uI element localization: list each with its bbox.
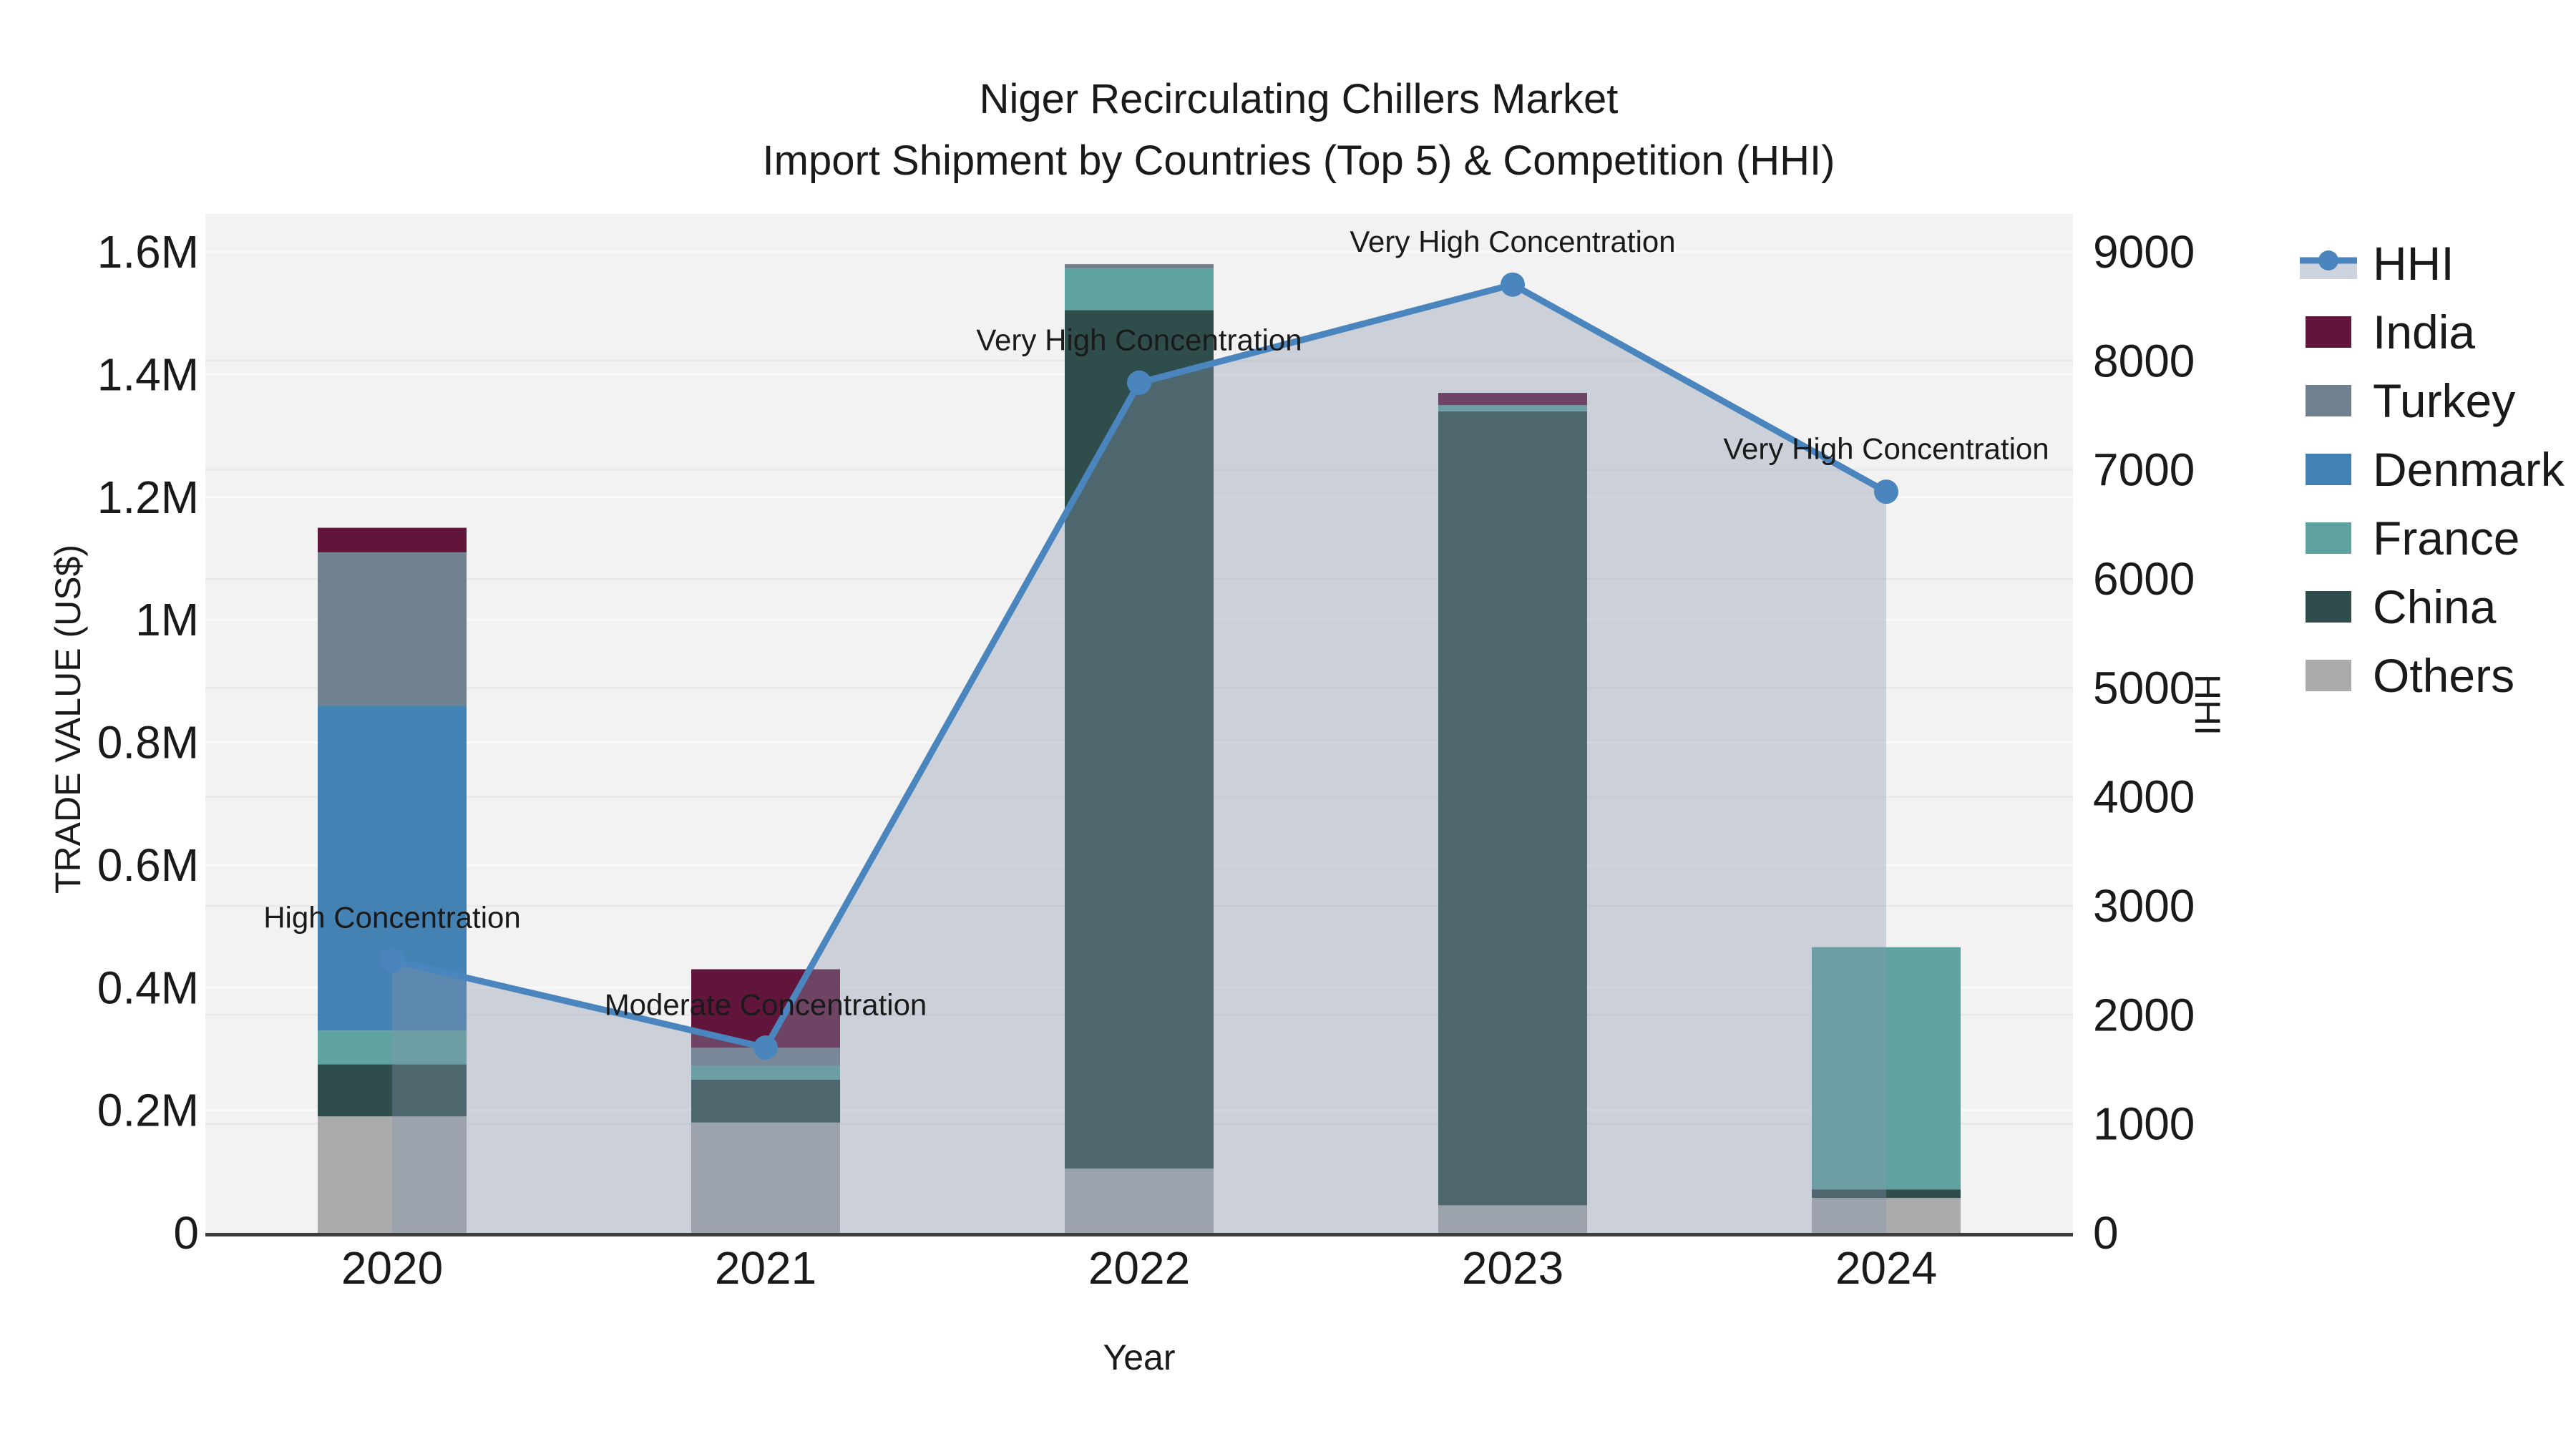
y-tick-right-6000: 6000 bbox=[2093, 553, 2195, 605]
bar-segment-2024-others bbox=[1812, 1198, 1961, 1233]
legend-item-india: India bbox=[2306, 306, 2475, 358]
legend-hhi-marker-swatch bbox=[2318, 250, 2338, 270]
annotation-2022: Very High Concentration bbox=[976, 323, 1302, 356]
legend-item-china: China bbox=[2306, 580, 2497, 633]
y-axis-title-right: HHI bbox=[2187, 674, 2228, 736]
bar-segment-2021-others bbox=[691, 1122, 840, 1233]
legend-label-hhi: HHI bbox=[2373, 237, 2454, 290]
legend-item-hhi: HHI bbox=[2300, 237, 2454, 290]
bar-segment-2023-india bbox=[1438, 393, 1587, 406]
y-axis-title-left: TRADE VALUE (US$) bbox=[48, 545, 88, 894]
bar-segment-2020-denmark bbox=[318, 706, 467, 1031]
y-tick-right-9000: 9000 bbox=[2093, 226, 2195, 278]
legend-item-turkey: Turkey bbox=[2306, 374, 2515, 427]
y-tick-left-1.6M: 1.6M bbox=[97, 226, 199, 278]
x-tick-2023: 2023 bbox=[1462, 1242, 1563, 1294]
legend-item-denmark: Denmark bbox=[2306, 443, 2565, 496]
y-tick-right-5000: 5000 bbox=[2093, 662, 2195, 713]
x-tick-2020: 2020 bbox=[341, 1242, 443, 1294]
y-tick-right-4000: 4000 bbox=[2093, 771, 2195, 823]
y-tick-left-0.8M: 0.8M bbox=[97, 717, 199, 769]
y-tick-right-3000: 3000 bbox=[2093, 880, 2195, 932]
hhi-marker-2023 bbox=[1501, 272, 1525, 297]
legend-swatch-others bbox=[2306, 660, 2351, 691]
x-tick-2022: 2022 bbox=[1088, 1242, 1190, 1294]
bar-segment-2022-france bbox=[1065, 268, 1214, 311]
hhi-marker-2021 bbox=[753, 1035, 778, 1060]
annotation-2023: Very High Concentration bbox=[1350, 225, 1675, 258]
legend-swatch-denmark bbox=[2306, 454, 2351, 485]
hhi-area bbox=[392, 284, 1886, 1234]
legend-item-others: Others bbox=[2306, 649, 2514, 702]
legend-label-denmark: Denmark bbox=[2373, 443, 2565, 496]
y-tick-right-2000: 2000 bbox=[2093, 989, 2195, 1040]
x-tick-2024: 2024 bbox=[1835, 1242, 1937, 1294]
legend-label-india: India bbox=[2373, 306, 2475, 358]
bar-segment-2024-france bbox=[1812, 947, 1961, 1190]
bar-segment-2021-china bbox=[691, 1079, 840, 1123]
bar-segment-2020-china bbox=[318, 1064, 467, 1117]
bar-segment-2024-china bbox=[1812, 1189, 1961, 1199]
chart-title: Niger Recirculating Chillers Market Impo… bbox=[21, 69, 2576, 192]
bars bbox=[318, 264, 1961, 1233]
bar-segment-2022-china bbox=[1065, 310, 1214, 1169]
y-tick-left-0.6M: 0.6M bbox=[97, 839, 199, 891]
y-tick-right-8000: 8000 bbox=[2093, 335, 2195, 386]
chart-title-line2: Import Shipment by Countries (Top 5) & C… bbox=[762, 137, 1835, 184]
legend-label-china: China bbox=[2373, 580, 2497, 633]
annotation-2020: High Concentration bbox=[263, 901, 521, 935]
bar-segment-2020-others bbox=[318, 1116, 467, 1233]
y-tick-left-0.4M: 0.4M bbox=[97, 962, 199, 1013]
hhi-marker-2020 bbox=[380, 948, 404, 973]
bar-segment-2020-france bbox=[318, 1030, 467, 1065]
x-axis-spine bbox=[205, 1233, 2073, 1236]
legend-label-turkey: Turkey bbox=[2373, 374, 2515, 427]
bar-segment-2022-turkey bbox=[1065, 264, 1214, 269]
legend-swatch-india bbox=[2306, 316, 2351, 348]
y-tick-right-1000: 1000 bbox=[2093, 1098, 2195, 1150]
y-tick-left-0.2M: 0.2M bbox=[97, 1085, 199, 1136]
bar-segment-2022-others bbox=[1065, 1169, 1214, 1233]
bar-segment-2021-france bbox=[691, 1065, 840, 1080]
hhi-marker-2022 bbox=[1127, 370, 1151, 395]
y-tick-left-1.4M: 1.4M bbox=[97, 348, 199, 400]
annotation-2024: Very High Concentration bbox=[1723, 432, 2049, 466]
y-tick-right-7000: 7000 bbox=[2093, 444, 2195, 496]
legend-label-others: Others bbox=[2373, 649, 2514, 702]
y-tick-right-0: 0 bbox=[2093, 1207, 2119, 1259]
bar-segment-2023-france bbox=[1438, 405, 1587, 411]
y-tick-left-0: 0 bbox=[173, 1207, 199, 1259]
chart-title-line1: Niger Recirculating Chillers Market bbox=[979, 76, 1619, 122]
legend-label-france: France bbox=[2373, 512, 2519, 565]
y-tick-left-1.2M: 1.2M bbox=[97, 472, 199, 523]
bar-segment-2023-others bbox=[1438, 1205, 1587, 1233]
hhi-marker-2024 bbox=[1874, 479, 1898, 504]
legend-swatch-turkey bbox=[2306, 385, 2351, 416]
annotation-2021: Moderate Concentration bbox=[605, 988, 927, 1022]
legend-swatch-france bbox=[2306, 522, 2351, 554]
legend-item-france: France bbox=[2306, 512, 2519, 565]
bar-segment-2020-turkey bbox=[318, 552, 467, 706]
bar-segment-2023-china bbox=[1438, 411, 1587, 1206]
x-axis-title: Year bbox=[1103, 1337, 1175, 1377]
x-tick-2021: 2021 bbox=[715, 1242, 816, 1294]
y-tick-left-1M: 1M bbox=[135, 594, 199, 645]
legend-swatch-china bbox=[2306, 591, 2351, 623]
bar-segment-2020-india bbox=[318, 527, 467, 552]
legend: HHI India Turkey Denmark France China Others bbox=[2300, 237, 2565, 702]
